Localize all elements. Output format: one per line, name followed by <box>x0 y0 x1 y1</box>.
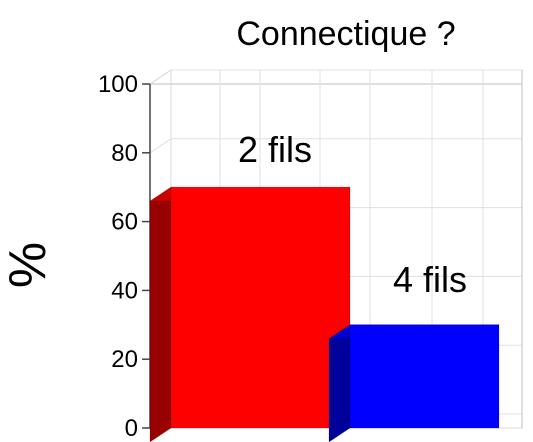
bar-side-0 <box>149 186 172 442</box>
bars <box>148 186 501 442</box>
y-tick-label: 20 <box>111 346 138 373</box>
y-tick-labels: 0 20 40 60 80 100 <box>98 71 138 442</box>
bar-side-1 <box>328 323 351 442</box>
y-tick-label: 60 <box>111 209 138 236</box>
bar-front-0 <box>170 186 351 429</box>
y-tick-label: 0 <box>125 415 138 442</box>
y-tick-label: 80 <box>111 140 138 167</box>
data-label-1: 4 fils <box>393 259 467 300</box>
y-axis <box>142 83 151 429</box>
y-tick-label: 100 <box>98 71 138 98</box>
y-axis-label: % <box>0 242 57 288</box>
plot-area: 0 20 40 60 80 100 2 fils 4 fils <box>98 69 523 442</box>
data-label-0: 2 fils <box>238 129 312 170</box>
grid-line-y <box>149 69 172 85</box>
bar-front-1 <box>349 324 500 429</box>
data-labels: 2 fils 4 fils <box>238 129 467 300</box>
y-tick-label: 40 <box>111 277 138 304</box>
grid-line-y <box>149 138 172 154</box>
chart-title: Connectique ? <box>236 15 455 53</box>
